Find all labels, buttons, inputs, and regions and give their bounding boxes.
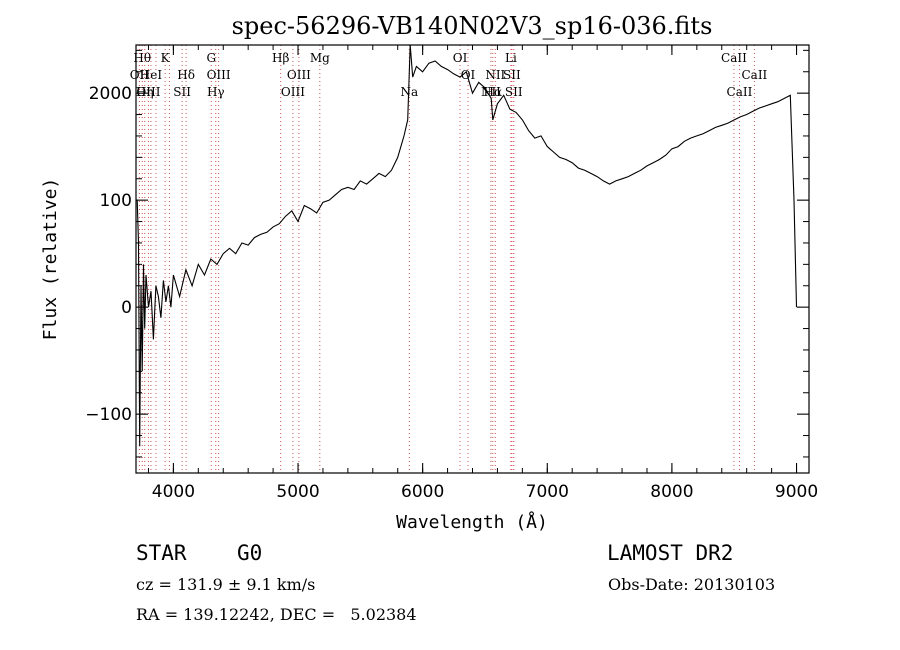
- spectral-lines-layer: [138, 45, 755, 473]
- object-subclass: G0: [237, 541, 263, 565]
- y-tick-label: 2000: [89, 84, 132, 104]
- spectral-line-label: SII: [503, 68, 521, 82]
- y-axis-ticks: −100 0 100 2000: [85, 49, 809, 458]
- y-tick-label: 100: [100, 191, 132, 211]
- y-axis-label: Flux (relative): [40, 178, 61, 341]
- spectral-line-label: OII: [130, 68, 150, 82]
- velocity-readout: cz = 131.9 ± 9.1 km/s: [136, 575, 316, 594]
- spectral-line-label: Hδ: [177, 68, 195, 82]
- spectrum-line: [136, 44, 798, 447]
- x-tick-label: 4000: [152, 482, 195, 502]
- spectral-line-labels: OIIHθHηOIIIHeIKHδSIIGHγOIIIHβOIIIOIIIMgN…: [130, 51, 768, 99]
- observation-date: Obs-Date: 20130103: [608, 575, 776, 594]
- spectral-line-label: Hγ: [207, 85, 225, 99]
- y-tick-label: −100: [85, 405, 132, 425]
- spectral-line-label: CaII: [727, 85, 753, 99]
- y-tick-label: 0: [121, 298, 132, 318]
- coordinates-readout: RA = 139.12242, DEC = 5.02384: [136, 605, 417, 624]
- x-tick-label: 6000: [401, 482, 444, 502]
- spectral-line-label: OIII: [207, 68, 231, 82]
- spectral-line-label: Hθ: [133, 51, 151, 65]
- x-tick-label: 7000: [526, 482, 569, 502]
- spectral-line-label: G: [206, 51, 216, 65]
- spectral-line-label: Hα: [484, 85, 503, 99]
- spectral-line-label: OI: [453, 51, 468, 65]
- x-axis-label: Wavelength (Å): [396, 511, 548, 533]
- plot-frame: [135, 44, 810, 474]
- spectral-line-label: Na: [400, 85, 418, 99]
- survey-name: LAMOST DR2: [607, 541, 734, 565]
- spectral-line-label: K: [161, 51, 171, 65]
- spectral-line-label: SII: [505, 85, 523, 99]
- spectral-line-label: CaII: [741, 68, 767, 82]
- spectral-line-label: Li: [505, 51, 517, 65]
- spectral-line-label: HeI: [140, 68, 163, 82]
- spectral-line-label: OIII: [281, 85, 305, 99]
- spectral-line-label: OI: [461, 68, 476, 82]
- chart-title: spec-56296-VB140N02V3_sp16-036.fits: [232, 12, 713, 40]
- x-tick-label: 5000: [276, 482, 319, 502]
- x-axis-ticks: 4000 5000 6000 7000 8000 9000: [147, 45, 818, 502]
- spectral-line-label: SII: [173, 85, 191, 99]
- spectral-line-label: OIII: [287, 68, 311, 82]
- spectral-line-label: OIII: [136, 85, 160, 99]
- spectral-line-label: Hβ: [272, 51, 289, 65]
- spectral-line-label: Mg: [310, 51, 330, 65]
- x-tick-label: 8000: [650, 482, 693, 502]
- spectral-line-label: NII: [485, 68, 505, 82]
- spectral-line-label: CaII: [721, 51, 747, 65]
- x-tick-label: 9000: [775, 482, 818, 502]
- object-class: STAR: [136, 541, 187, 565]
- spectral-line-label: Hη: [136, 85, 154, 99]
